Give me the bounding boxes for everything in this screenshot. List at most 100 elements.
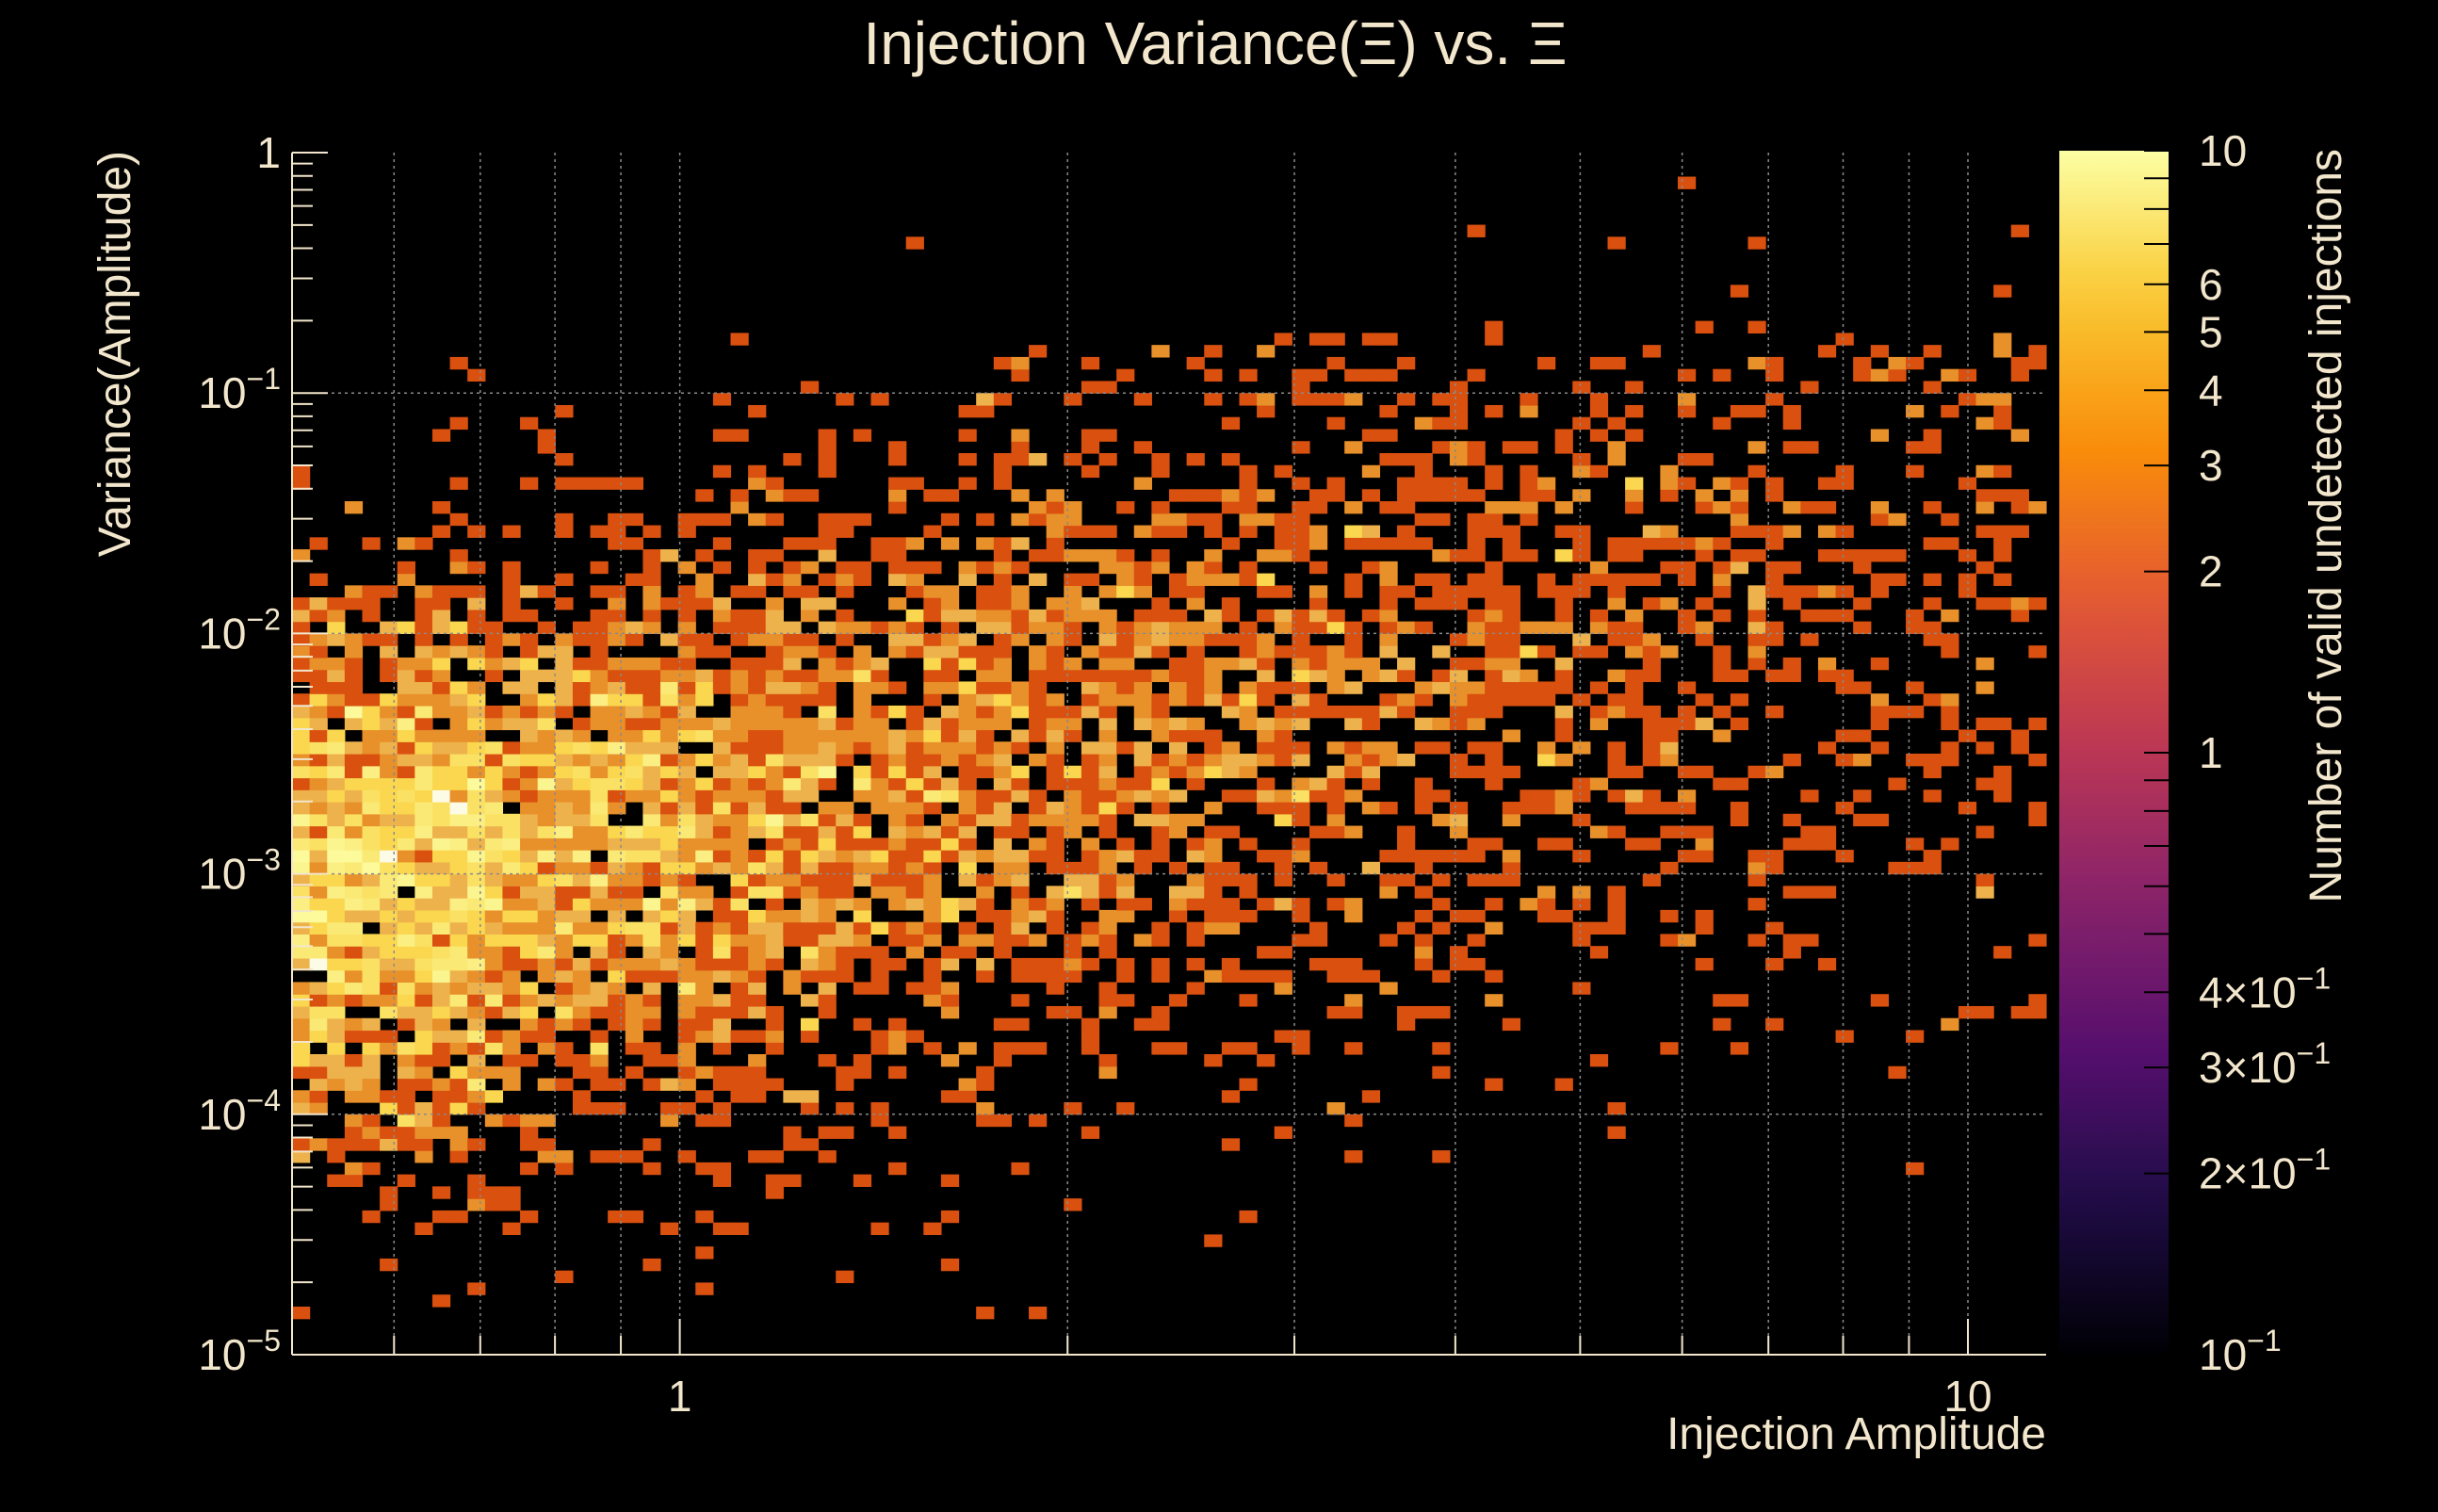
heatmap-cell <box>993 921 1013 935</box>
heatmap-cell <box>1502 597 1520 610</box>
heatmap-cell <box>1204 921 1223 935</box>
heatmap-cell <box>292 1150 311 1163</box>
heatmap-cell <box>414 1102 433 1115</box>
heatmap-cell <box>1747 236 1766 250</box>
heatmap-cell <box>1098 802 1117 815</box>
heatmap-cell <box>449 1126 468 1139</box>
heatmap-cell <box>940 741 960 755</box>
heatmap-cell <box>1607 765 1626 779</box>
heatmap-cell <box>449 416 468 431</box>
heatmap-cell <box>1730 1042 1749 1055</box>
heatmap-cell <box>572 1005 592 1019</box>
heatmap-cell <box>625 657 643 671</box>
heatmap-cell <box>1923 573 1942 586</box>
heatmap-cell <box>1993 464 2012 479</box>
heatmap-cell <box>467 789 486 803</box>
heatmap-cell <box>1046 802 1065 815</box>
heatmap-cell <box>1765 861 1784 875</box>
heatmap-cell <box>730 657 749 671</box>
heatmap-cell <box>397 789 415 803</box>
heatmap-cell <box>783 669 802 683</box>
heatmap-cell <box>590 1078 609 1091</box>
heatmap-cell <box>537 873 556 886</box>
heatmap-cell <box>642 1054 661 1067</box>
heatmap-cell <box>502 681 521 694</box>
heatmap-cell <box>1098 525 1117 538</box>
heatmap-cell <box>1502 609 1520 623</box>
heatmap-cell <box>800 861 820 875</box>
heatmap-cell <box>1782 754 1801 767</box>
heatmap-cell <box>783 886 802 899</box>
heatmap-cell <box>1344 898 1363 911</box>
heatmap-cell <box>853 825 872 838</box>
heatmap-cell <box>572 754 592 767</box>
heatmap-cell <box>467 1065 486 1080</box>
heatmap-cell <box>537 441 556 454</box>
heatmap-cell <box>836 393 854 406</box>
heatmap-cell <box>905 717 924 731</box>
heatmap-cell <box>748 873 767 886</box>
heatmap-cell <box>818 802 837 815</box>
heatmap-cell <box>836 969 854 984</box>
heatmap-cell <box>431 777 451 790</box>
heatmap-cell <box>1537 754 1556 767</box>
heatmap-cell <box>1151 464 1170 479</box>
heatmap-cell <box>1695 765 1714 779</box>
heatmap-cell <box>993 453 1013 466</box>
heatmap-cell <box>1625 789 1644 803</box>
heatmap-cell <box>484 1030 504 1043</box>
heatmap-cell <box>730 957 749 971</box>
heatmap-cell <box>1835 729 1854 742</box>
heatmap-cell <box>555 982 574 995</box>
heatmap-cell <box>748 789 767 803</box>
heatmap-cell <box>590 741 609 755</box>
heatmap-cell <box>344 1126 364 1139</box>
heatmap-cell <box>380 969 398 984</box>
heatmap-cell <box>1029 837 1048 851</box>
heatmap-cell <box>712 754 732 767</box>
heatmap-cell <box>608 512 626 527</box>
chart-title: Injection Variance(Ξ) vs. Ξ <box>863 9 1567 77</box>
heatmap-cell <box>1747 597 1766 610</box>
heatmap-cell <box>555 477 574 490</box>
heatmap-cell <box>695 1017 714 1032</box>
heatmap-cell <box>572 693 592 707</box>
heatmap-cell <box>520 585 539 598</box>
heatmap-cell <box>1502 693 1520 707</box>
heatmap-cell <box>1116 969 1135 984</box>
heatmap-cell <box>397 621 415 634</box>
heatmap-cell <box>1186 597 1205 610</box>
heatmap-cell <box>1554 597 1573 610</box>
heatmap-cell <box>1642 669 1661 683</box>
heatmap-cell <box>1257 741 1276 755</box>
heatmap-cell <box>1029 345 1048 358</box>
heatmap-cell <box>344 681 364 694</box>
heatmap-cell <box>695 1090 714 1103</box>
heatmap-cell <box>344 1090 364 1103</box>
heatmap-cell <box>1414 453 1433 466</box>
heatmap-cell <box>818 657 837 671</box>
heatmap-cell <box>1449 825 1469 838</box>
heatmap-cell <box>537 886 556 899</box>
heatmap-cell <box>1397 537 1416 550</box>
heatmap-cell <box>1257 681 1276 694</box>
heatmap-cell <box>292 934 311 947</box>
heatmap-cell <box>660 777 679 790</box>
heatmap-cell <box>1221 416 1241 431</box>
heatmap-cell <box>836 657 854 671</box>
heatmap-cell <box>1467 609 1486 623</box>
heatmap-cell <box>976 957 995 971</box>
heatmap-cell <box>1151 957 1170 971</box>
heatmap-cell <box>1642 837 1661 851</box>
heatmap-cell <box>1011 934 1030 947</box>
heatmap-cell <box>765 909 784 923</box>
heatmap-cell <box>818 873 837 886</box>
heatmap-cell <box>905 946 924 959</box>
heatmap-cell <box>1186 957 1205 971</box>
heatmap-cell <box>1292 621 1310 634</box>
heatmap-cell <box>1274 585 1292 598</box>
heatmap-cell <box>642 573 661 586</box>
heatmap-cell <box>327 705 346 719</box>
heatmap-cell <box>765 1150 784 1163</box>
heatmap-cell <box>660 825 679 838</box>
